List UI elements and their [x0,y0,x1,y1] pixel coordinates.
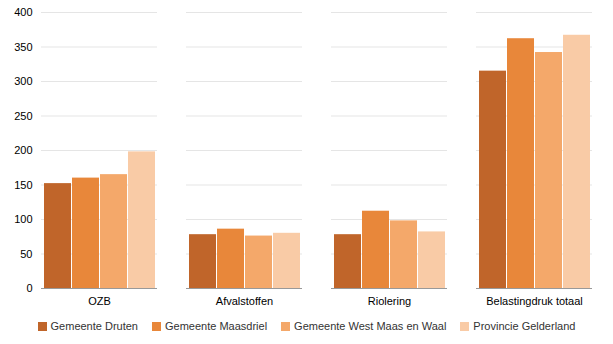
svg-text:Riolering: Riolering [368,295,411,307]
svg-text:0: 0 [26,282,32,294]
svg-text:50: 50 [20,248,32,260]
html-text:Provincie Gelderland: Provincie Gelderland [473,320,576,332]
svg-text:400: 400 [14,6,32,18]
html-text:Gemeente Maasdriel: Gemeente Maasdriel [165,320,268,332]
svg-text:Belastingdruk totaal: Belastingdruk totaal [486,295,583,307]
html-text:Gemeente Druten: Gemeente Druten [50,320,138,332]
html-text:Gemeente West Maas en Waal: Gemeente West Maas en Waal [294,320,447,332]
svg-text:OZB: OZB [88,295,111,307]
svg-text:200: 200 [14,144,32,156]
svg-text:250: 250 [14,110,32,122]
svg-text:150: 150 [14,179,32,191]
svg-text:100: 100 [14,213,32,225]
svg-text:Afvalstoffen: Afvalstoffen [216,295,273,307]
svg-text:300: 300 [14,75,32,87]
svg-text:350: 350 [14,41,32,53]
